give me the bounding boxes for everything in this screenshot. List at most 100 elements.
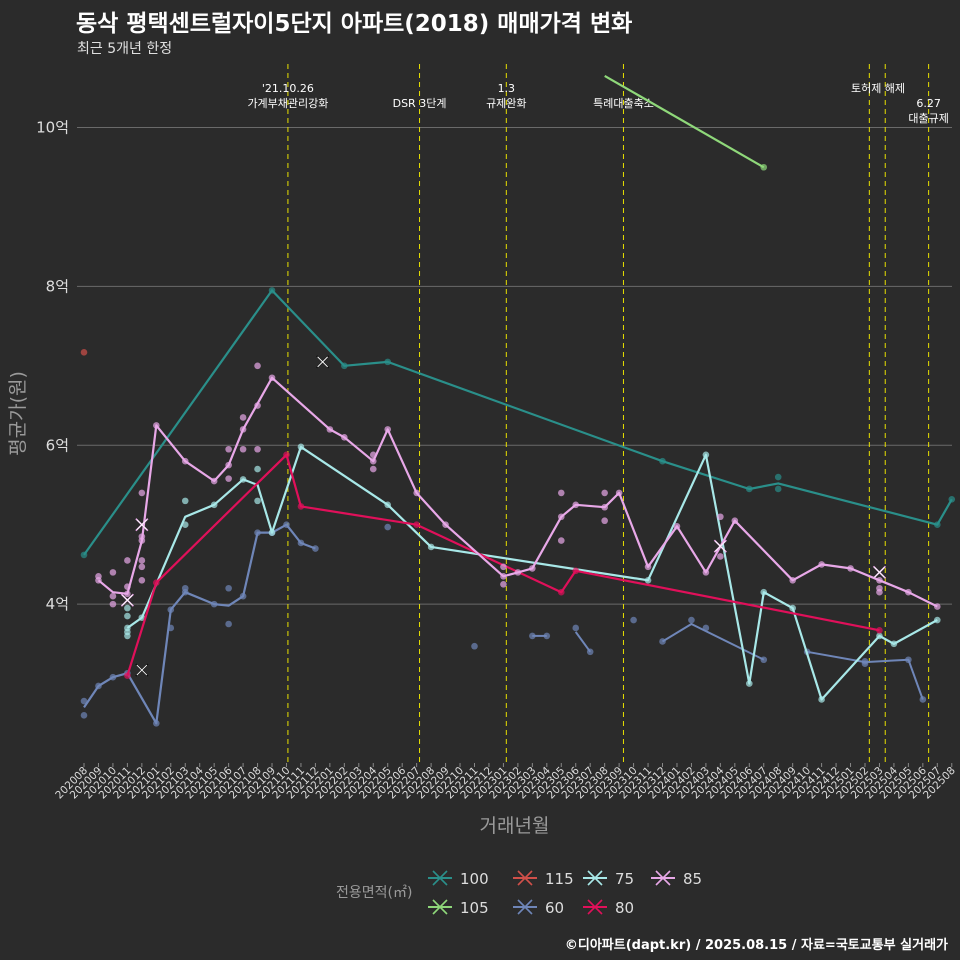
data-point [659, 638, 666, 645]
data-point [615, 489, 623, 497]
data-point [384, 523, 392, 531]
data-point [572, 501, 580, 509]
data-point [529, 632, 536, 640]
data-point [326, 426, 334, 433]
data-point [109, 592, 117, 600]
data-point [557, 537, 565, 544]
data-point [138, 563, 146, 571]
data-point [760, 163, 768, 171]
data-point [239, 426, 247, 433]
data-point [283, 521, 290, 529]
data-point [543, 632, 551, 640]
data-point [702, 624, 710, 632]
data-point [124, 590, 131, 598]
data-point [861, 660, 869, 668]
data-point [138, 557, 146, 564]
legend-label: 105 [460, 899, 489, 917]
legend-item-100: 100 [428, 870, 489, 888]
data-point [384, 358, 392, 366]
series-line [604, 74, 765, 169]
data-point [124, 612, 131, 620]
data-point [760, 588, 768, 596]
legend-swatch-mark [587, 870, 603, 886]
data-point [181, 457, 189, 465]
series-60 [80, 521, 927, 727]
data-point [341, 434, 348, 441]
data-point [529, 565, 536, 572]
data-point [268, 374, 276, 382]
data-point [818, 561, 825, 568]
data-point [514, 569, 522, 576]
data-point [500, 573, 507, 580]
series-80 [124, 451, 883, 679]
data-point [774, 473, 782, 481]
data-point [181, 497, 189, 505]
data-point [774, 485, 782, 493]
data-point [167, 624, 175, 632]
legend-swatch-mark [432, 870, 448, 886]
y-tick-label: 8억 [46, 277, 69, 295]
data-point [876, 577, 883, 584]
series-line-segment [661, 623, 765, 661]
data-point [471, 642, 478, 650]
y-axis-title: 평균가(원) [7, 371, 29, 456]
data-point [890, 640, 898, 648]
data-point [268, 529, 276, 536]
data-point [268, 287, 276, 294]
legend-label: 100 [460, 870, 489, 888]
legend-item-60: 60 [513, 899, 564, 917]
legend-item-85: 85 [651, 870, 702, 888]
data-point [239, 592, 247, 600]
data-point [80, 349, 88, 356]
data-point [731, 517, 739, 525]
cancel-mark-inner [122, 594, 133, 606]
cancel-mark-inner [136, 664, 148, 676]
data-point [557, 588, 565, 596]
data-point [601, 503, 608, 511]
source-caption: ©디아파트(dapt.kr) / 2025.08.15 / 자료=국토교통부 실… [564, 938, 948, 953]
data-point [557, 489, 565, 497]
series-105 [604, 74, 768, 171]
data-point [225, 461, 232, 469]
data-point [297, 443, 305, 451]
data-point [297, 539, 305, 547]
data-point [659, 457, 666, 465]
cancel-mark-inner [136, 519, 148, 531]
data-point [948, 495, 956, 503]
series-75 [124, 443, 941, 703]
legend-item-80: 80 [583, 899, 634, 917]
data-point [138, 614, 146, 621]
data-point [789, 604, 796, 612]
legend-item-75: 75 [583, 870, 634, 888]
data-point [500, 580, 507, 588]
cancel-mark-inner [317, 356, 328, 368]
data-point [876, 632, 883, 640]
event-label: 토허제 해제 [851, 81, 905, 95]
data-point [239, 476, 247, 483]
data-point [124, 583, 131, 590]
legend-label: 80 [615, 899, 634, 917]
series-line-segment [574, 631, 592, 653]
legend-swatch-mark [432, 899, 448, 915]
data-point [934, 603, 941, 610]
data-point [673, 522, 681, 530]
data-point [500, 563, 507, 571]
data-point [644, 563, 652, 571]
y-tick-label: 6억 [46, 436, 69, 454]
data-point [254, 445, 261, 453]
data-point [572, 624, 580, 632]
data-point [413, 521, 420, 529]
data-point [124, 624, 131, 632]
data-point [442, 521, 449, 529]
legend-label: 85 [683, 870, 702, 888]
data-point [254, 402, 261, 409]
data-point [124, 604, 131, 612]
data-point [876, 584, 883, 592]
data-point [80, 551, 88, 559]
data-point [745, 680, 753, 687]
data-point [167, 606, 175, 613]
data-point [847, 565, 854, 572]
data-point [210, 477, 218, 485]
